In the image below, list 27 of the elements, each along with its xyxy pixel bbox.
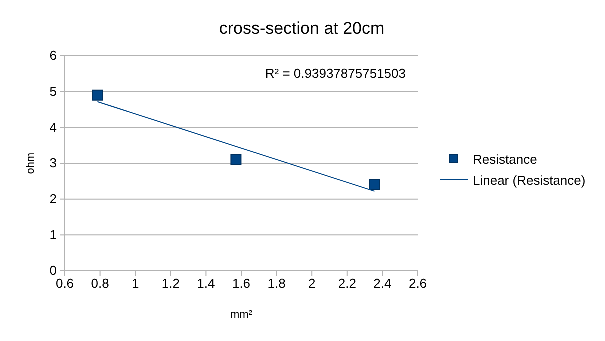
y-tick-label: 6 <box>50 48 57 64</box>
x-tick-label: 1.2 <box>162 276 180 292</box>
x-tick-label: 2 <box>308 276 316 292</box>
x-tick-label: 1.8 <box>268 276 286 292</box>
legend-label: Linear (Resistance) <box>473 173 586 188</box>
y-tick-label: 3 <box>50 156 57 171</box>
y-tick-label: 4 <box>50 120 57 135</box>
x-tick-label: 0.6 <box>56 276 74 292</box>
y-tick-label: 5 <box>50 84 57 99</box>
annotation: R² = 0.93937875751503 <box>265 66 406 81</box>
x-tick-label: 1.4 <box>197 276 216 292</box>
legend-label: Resistance <box>473 152 538 167</box>
x-tick-label: 2.6 <box>408 276 428 292</box>
x-tick-label: 0.8 <box>91 276 110 292</box>
x-axis-title: mm² <box>230 309 253 321</box>
y-tick-label: 0 <box>50 263 57 278</box>
x-tick-label: 1.6 <box>232 276 251 292</box>
y-axis-title: ohm <box>25 152 37 174</box>
x-tick-label: 2.4 <box>374 276 392 292</box>
chart-title: cross-section at 20cm <box>219 19 385 38</box>
x-tick-label: 2.2 <box>338 276 356 292</box>
point <box>369 180 380 190</box>
y-tick-label: 2 <box>50 191 57 206</box>
point <box>92 90 104 101</box>
point <box>230 154 242 166</box>
y-tick-label: 1 <box>50 227 57 242</box>
x-tick-label: 1 <box>132 276 140 292</box>
